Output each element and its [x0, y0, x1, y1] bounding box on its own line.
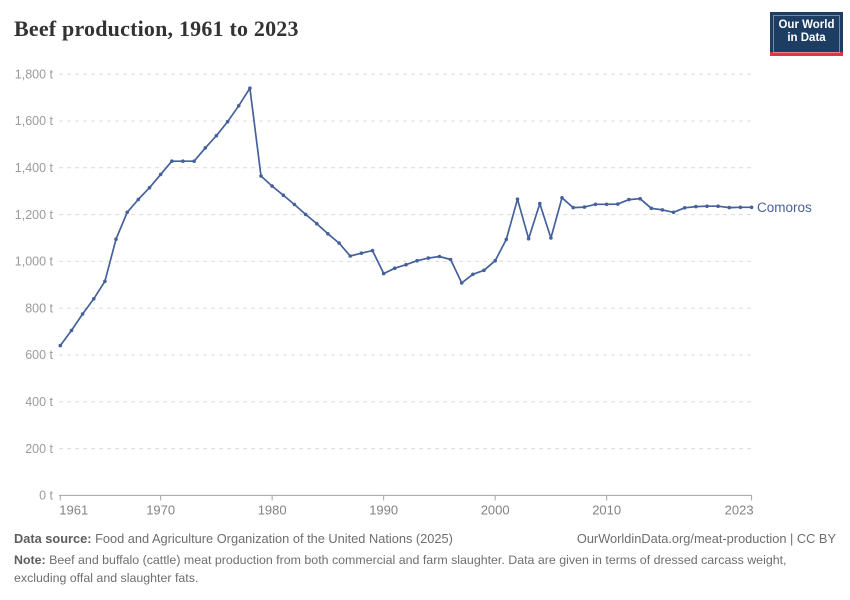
data-point[interactable] [381, 271, 386, 276]
page-title: Beef production, 1961 to 2023 [14, 16, 299, 41]
x-axis-tick-label: 1961 [59, 502, 88, 517]
y-axis-tick-label: 1,400 t [15, 161, 54, 175]
series-line[interactable] [59, 87, 753, 347]
data-point[interactable] [203, 146, 208, 150]
citation-link[interactable]: OurWorldinData.org/meat-production | CC … [576, 531, 836, 546]
data-point[interactable] [92, 297, 96, 301]
data-source-text: Food and Agriculture Organization of the… [91, 531, 453, 546]
data-point[interactable] [471, 272, 475, 277]
y-axis-tick-label: 800 t [25, 301, 53, 315]
data-point[interactable] [270, 184, 274, 188]
data-point[interactable] [749, 205, 754, 210]
data-point[interactable] [80, 312, 85, 316]
data-point[interactable] [426, 256, 431, 260]
chart-note: Note: Beef and buffalo (cattle) meat pro… [14, 552, 836, 587]
note-label: Note: [14, 553, 46, 567]
x-axis-tick-label: 1990 [369, 502, 398, 517]
x-axis-tick-label: 2010 [592, 502, 621, 517]
data-point[interactable] [214, 133, 219, 138]
x-axis-tick-label: 2023 [725, 502, 754, 517]
y-axis-tick-label: 1,600 t [15, 114, 54, 128]
data-point[interactable] [136, 197, 141, 202]
data-point[interactable] [337, 241, 341, 245]
data-point[interactable] [571, 205, 575, 210]
data-point[interactable] [582, 205, 587, 209]
data-point[interactable] [627, 197, 631, 202]
data-point[interactable] [671, 210, 676, 215]
data-point[interactable] [504, 237, 509, 242]
entity-label[interactable]: Comoros [757, 200, 812, 215]
note-text: Beef and buffalo (cattle) meat productio… [14, 553, 787, 585]
data-point[interactable] [326, 232, 330, 236]
data-point[interactable] [705, 204, 709, 208]
data-point[interactable] [292, 202, 297, 207]
data-point[interactable] [58, 343, 63, 348]
data-point[interactable] [125, 210, 129, 215]
y-axis-tick-label: 0 t [39, 489, 53, 503]
data-point[interactable] [170, 159, 174, 163]
y-axis-tick-label: 1,000 t [15, 255, 54, 269]
data-point[interactable] [114, 237, 118, 241]
x-axis-tick-label: 1980 [258, 502, 287, 517]
data-point[interactable] [560, 196, 564, 200]
data-point[interactable] [448, 257, 453, 262]
data-point[interactable] [549, 236, 553, 240]
chart-canvas: 0 t 200 t 400 t 600 t 800 t 1,000 t 1,200 t 1,4… [15, 67, 812, 517]
data-point[interactable] [493, 258, 498, 263]
y-axis-tick-label: 1,200 t [15, 208, 54, 222]
data-point[interactable] [616, 202, 620, 206]
data-point[interactable] [716, 204, 720, 208]
data-point[interactable] [192, 159, 196, 163]
data-point[interactable] [526, 236, 531, 241]
data-point[interactable] [437, 254, 442, 259]
data-point[interactable] [694, 204, 698, 209]
owid-logo[interactable]: Our World in Data [770, 12, 843, 56]
y-axis-tick-label: 600 t [25, 348, 53, 362]
data-point[interactable] [404, 262, 408, 267]
data-point[interactable] [281, 193, 286, 197]
data-point[interactable] [69, 328, 74, 333]
data-point[interactable] [459, 281, 464, 285]
data-point[interactable] [604, 202, 609, 207]
x-axis-tick-label: 2000 [481, 502, 510, 517]
data-point[interactable] [225, 119, 230, 124]
y-axis-tick-label: 400 t [25, 395, 53, 409]
data-point[interactable] [158, 172, 163, 177]
data-point[interactable] [147, 185, 152, 190]
data-point[interactable] [370, 248, 375, 253]
data-point[interactable] [359, 251, 364, 255]
data-point[interactable] [482, 268, 486, 273]
data-point[interactable] [259, 174, 263, 178]
data-point[interactable] [682, 206, 687, 210]
data-source-label: Data source: [14, 531, 92, 546]
data-point[interactable] [660, 208, 665, 212]
data-point[interactable] [393, 266, 397, 270]
data-point[interactable] [348, 254, 353, 258]
data-source: Data source: Food and Agriculture Organi… [14, 531, 453, 547]
data-point[interactable] [515, 197, 520, 201]
data-point[interactable] [415, 258, 419, 263]
owid-logo-line2: in Data [787, 32, 826, 44]
data-point[interactable] [738, 205, 743, 210]
data-point[interactable] [103, 279, 107, 284]
line-chart: 0 t 200 t 400 t 600 t 800 t 1,000 t 1,200 t 1,4… [0, 60, 850, 520]
data-point[interactable] [315, 221, 319, 226]
x-axis-tick-label: 1970 [146, 502, 175, 517]
y-axis-tick-label: 1,800 t [15, 67, 54, 81]
data-point[interactable] [248, 86, 252, 90]
data-point[interactable] [727, 205, 732, 210]
data-point[interactable] [593, 202, 598, 207]
data-point[interactable] [538, 201, 542, 206]
data-point[interactable] [303, 212, 308, 217]
data-point[interactable] [181, 159, 185, 163]
y-axis-tick-label: 200 t [25, 442, 53, 456]
data-point[interactable] [236, 104, 241, 108]
data-point[interactable] [638, 196, 642, 201]
data-point[interactable] [649, 206, 654, 211]
owid-logo-line1: Our World [778, 19, 835, 31]
chart-footer: Data source: Food and Agriculture Organi… [14, 531, 836, 587]
